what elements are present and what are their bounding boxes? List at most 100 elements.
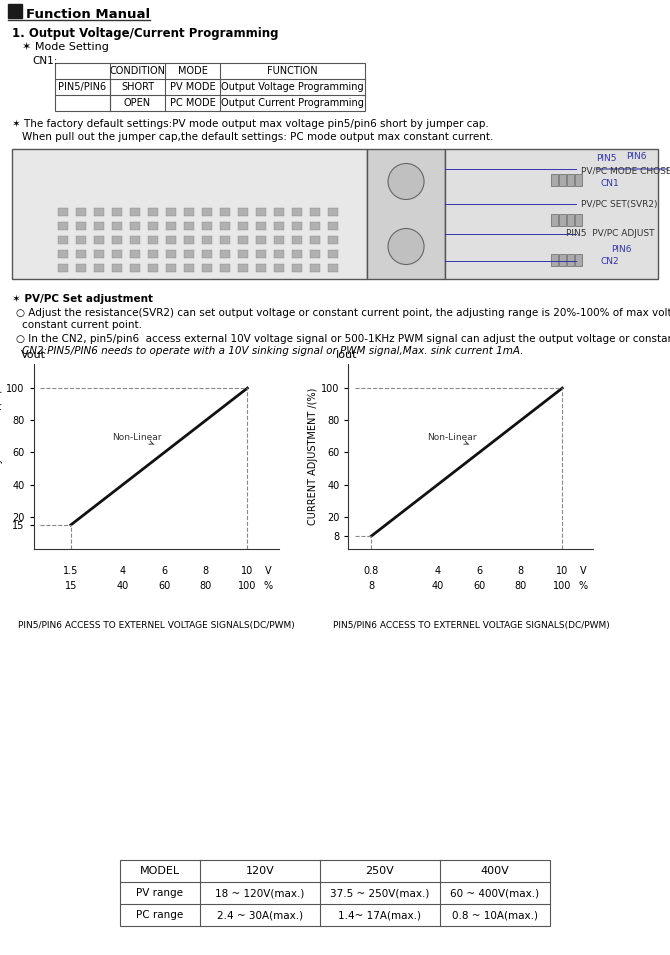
Text: 10: 10 <box>556 566 568 576</box>
Text: ○ In the CN2, pin5/pin6  access external 10V voltage signal or 500-1KHz PWM sign: ○ In the CN2, pin5/pin6 access external … <box>16 334 670 344</box>
Bar <box>292 208 302 216</box>
Bar <box>328 208 338 216</box>
Bar <box>184 236 194 244</box>
Text: PV range: PV range <box>137 888 184 898</box>
Text: 8: 8 <box>518 566 524 576</box>
Bar <box>94 250 104 258</box>
Bar <box>130 208 140 216</box>
Bar <box>576 174 582 186</box>
Bar <box>148 222 158 230</box>
Bar <box>310 222 320 230</box>
Text: 1.4~ 17A(max.): 1.4~ 17A(max.) <box>338 910 421 920</box>
Bar <box>238 236 248 244</box>
Text: 2.4 ~ 30A(max.): 2.4 ~ 30A(max.) <box>217 910 303 920</box>
Bar <box>310 236 320 244</box>
Bar <box>367 149 445 279</box>
Bar <box>130 250 140 258</box>
Bar <box>238 222 248 230</box>
Bar <box>292 264 302 272</box>
Text: 0.8 ~ 10A(max.): 0.8 ~ 10A(max.) <box>452 910 538 920</box>
Bar <box>184 208 194 216</box>
Bar <box>94 222 104 230</box>
Bar <box>256 236 266 244</box>
Bar <box>58 236 68 244</box>
Bar <box>76 208 86 216</box>
Text: PV MODE: PV MODE <box>170 82 215 92</box>
Text: 100: 100 <box>553 582 572 591</box>
Bar <box>76 250 86 258</box>
Y-axis label: VOLTAGE ADJUSTMENT /(%): VOLTAGE ADJUSTMENT /(%) <box>0 390 3 523</box>
Text: constant current point.: constant current point. <box>22 320 142 330</box>
Bar <box>112 264 122 272</box>
Bar <box>292 222 302 230</box>
Bar <box>310 208 320 216</box>
Bar <box>445 149 658 279</box>
Bar <box>328 264 338 272</box>
Bar <box>130 264 140 272</box>
Circle shape <box>388 163 424 200</box>
Bar <box>166 236 176 244</box>
Bar <box>184 264 194 272</box>
Text: PC MODE: PC MODE <box>170 98 215 108</box>
Text: CN1:: CN1: <box>32 56 58 66</box>
Bar <box>184 250 194 258</box>
Circle shape <box>388 228 424 265</box>
Bar <box>559 254 566 266</box>
Text: CN1: CN1 <box>601 180 620 188</box>
Bar <box>112 208 122 216</box>
Bar <box>166 222 176 230</box>
Bar <box>559 174 566 186</box>
Text: ✶ Mode Setting: ✶ Mode Setting <box>22 42 109 53</box>
Text: PV/PC MODE CHOSE: PV/PC MODE CHOSE <box>581 166 670 176</box>
Text: SHORT: SHORT <box>121 82 154 92</box>
Text: 60: 60 <box>473 582 485 591</box>
Text: 400V: 400V <box>480 866 509 876</box>
Text: ✶ The factory default settings:PV mode output max voltage pin5/pin6 short by jum: ✶ The factory default settings:PV mode o… <box>12 119 488 129</box>
Text: 1. Output Voltage/Current Programming: 1. Output Voltage/Current Programming <box>12 27 279 40</box>
Text: 40: 40 <box>431 582 444 591</box>
Bar <box>274 222 284 230</box>
Text: 80: 80 <box>515 582 527 591</box>
Text: MODEL: MODEL <box>140 866 180 876</box>
Text: %: % <box>578 582 588 591</box>
Bar <box>292 250 302 258</box>
Bar <box>256 222 266 230</box>
Bar <box>202 264 212 272</box>
Text: PIN6: PIN6 <box>611 244 631 253</box>
Bar <box>148 208 158 216</box>
Bar <box>184 222 194 230</box>
Bar <box>256 208 266 216</box>
Text: 8: 8 <box>369 582 375 591</box>
Text: 6: 6 <box>161 566 168 576</box>
Bar <box>567 254 574 266</box>
Bar <box>148 264 158 272</box>
Bar <box>94 236 104 244</box>
Text: Output Current Programming: Output Current Programming <box>221 98 364 108</box>
Bar <box>202 222 212 230</box>
Text: CN2:PIN5​/PIN6 needs to operate with a 10V sinking signal or PWM signal,Max. sin: CN2:PIN5​/PIN6 needs to operate with a 1… <box>22 346 523 356</box>
Text: 250V: 250V <box>366 866 395 876</box>
Bar <box>256 250 266 258</box>
Bar <box>220 264 230 272</box>
Bar <box>274 264 284 272</box>
Bar <box>274 236 284 244</box>
Bar <box>310 264 320 272</box>
Bar <box>202 250 212 258</box>
Text: CN2: CN2 <box>601 257 620 265</box>
Bar <box>220 222 230 230</box>
Bar <box>76 264 86 272</box>
Bar <box>58 208 68 216</box>
Text: MODE: MODE <box>178 66 208 76</box>
Bar <box>166 250 176 258</box>
Text: 120V: 120V <box>246 866 275 876</box>
Text: PIN5  PV/PC ADJUST: PIN5 PV/PC ADJUST <box>566 229 655 239</box>
Text: PIN5/PIN6: PIN5/PIN6 <box>58 82 107 92</box>
Bar <box>120 860 550 926</box>
Bar <box>112 236 122 244</box>
Text: Function Manual: Function Manual <box>26 8 150 21</box>
Bar <box>238 208 248 216</box>
Bar <box>148 250 158 258</box>
Bar <box>310 250 320 258</box>
FancyBboxPatch shape <box>12 149 367 279</box>
Text: 18 ~ 120V(max.): 18 ~ 120V(max.) <box>215 888 305 898</box>
